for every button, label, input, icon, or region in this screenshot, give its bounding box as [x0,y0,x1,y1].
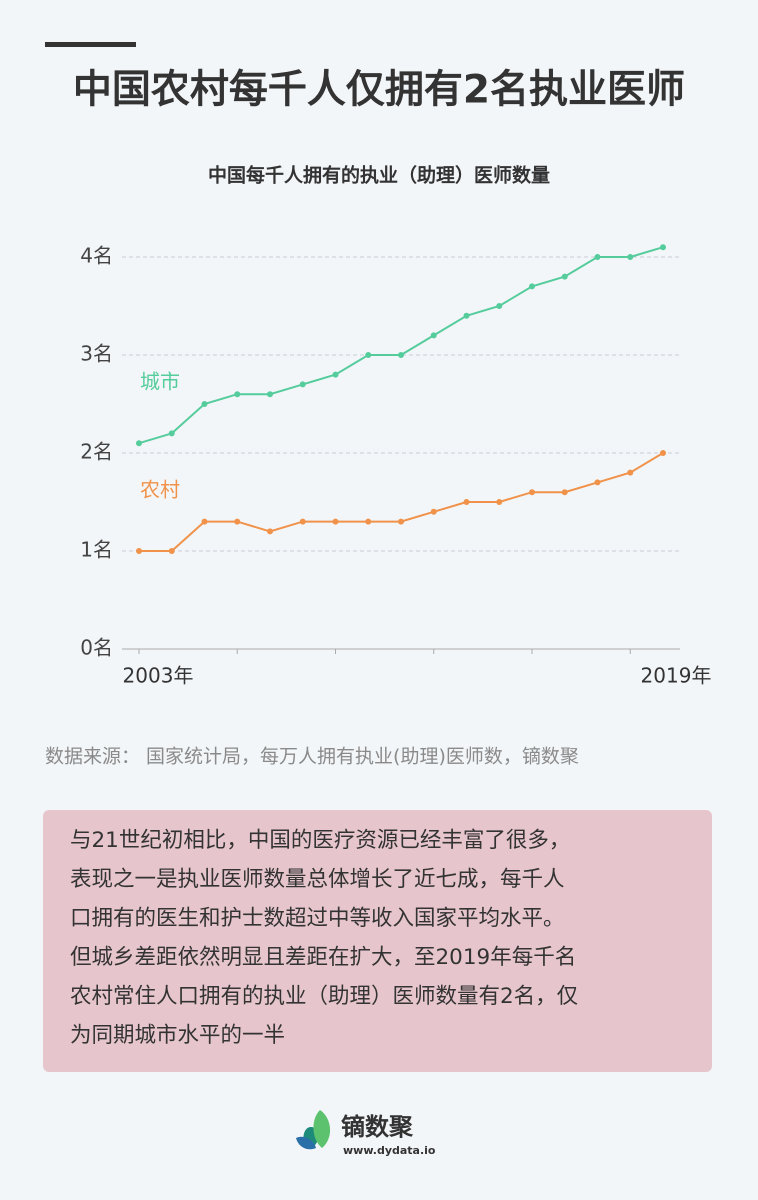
y-tick-label: 0名 [80,636,113,660]
point [594,254,601,260]
point [660,244,666,251]
point [398,352,404,358]
logo-url: www.dydata.io [343,1144,436,1157]
note-line: 但城乡差距依然明显且差距在扩大，至2019年每千名 [70,945,576,970]
point [267,528,273,535]
point [463,499,470,505]
logo-icon [296,1110,331,1150]
note: 与21世纪初相比，中国的医疗资源已经丰富了很多， 表现之一是执业医师数量总体增长了… [70,828,578,1048]
point [561,273,568,280]
point [365,352,372,358]
chart-title: 中国每千人拥有的执业（助理）医师数量 [208,164,550,187]
point [332,518,339,525]
x-tick-label: 2019年 [641,664,712,688]
point [168,548,175,554]
logo-name: 镝数聚 [341,1113,414,1141]
point [561,489,568,496]
note-box [43,810,712,1072]
point [398,518,404,525]
point [430,508,437,515]
point [496,499,503,505]
y-tick-label: 2名 [80,440,113,464]
point [463,312,470,319]
point [529,489,535,496]
point [234,518,241,525]
point [627,469,634,476]
point [430,332,437,339]
note-line: 表现之一是执业医师数量总体增长了近七成，每千人 [70,867,565,892]
point [136,440,142,447]
series-label: 城市 [140,370,180,394]
point [201,401,208,407]
point [234,391,241,398]
point [168,430,175,437]
x-tick-label: 2003年 [123,664,194,688]
note-line: 农村常住人口拥有的执业（助理）医师数量有2名，仅 [70,984,578,1009]
note-line: 为同期城市水平的一半 [70,1023,285,1048]
point [365,518,372,525]
point [594,479,601,486]
series-label: 农村 [140,478,180,502]
point [496,303,503,309]
title-bar [45,42,136,47]
point [529,283,535,290]
point [299,518,306,525]
point [136,548,142,554]
note-line: 与21世纪初相比，中国的医疗资源已经丰富了很多， [70,828,570,853]
point [660,450,666,456]
source: 数据来源： 国家统计局，每万人拥有执业(助理)医师数，镝数聚 [45,746,579,768]
point [627,254,634,260]
y-tick-label: 3名 [80,342,113,366]
point [299,381,306,388]
page-title: 中国农村每千人仅拥有2名执业医师 [73,68,685,113]
note-line: 口拥有的医生和护士数超过中等收入国家平均水平。 [70,906,565,931]
point [201,518,208,525]
point [332,371,339,378]
y-tick-label: 4名 [80,244,113,268]
y-tick-label: 1名 [80,538,113,562]
point [267,391,273,398]
